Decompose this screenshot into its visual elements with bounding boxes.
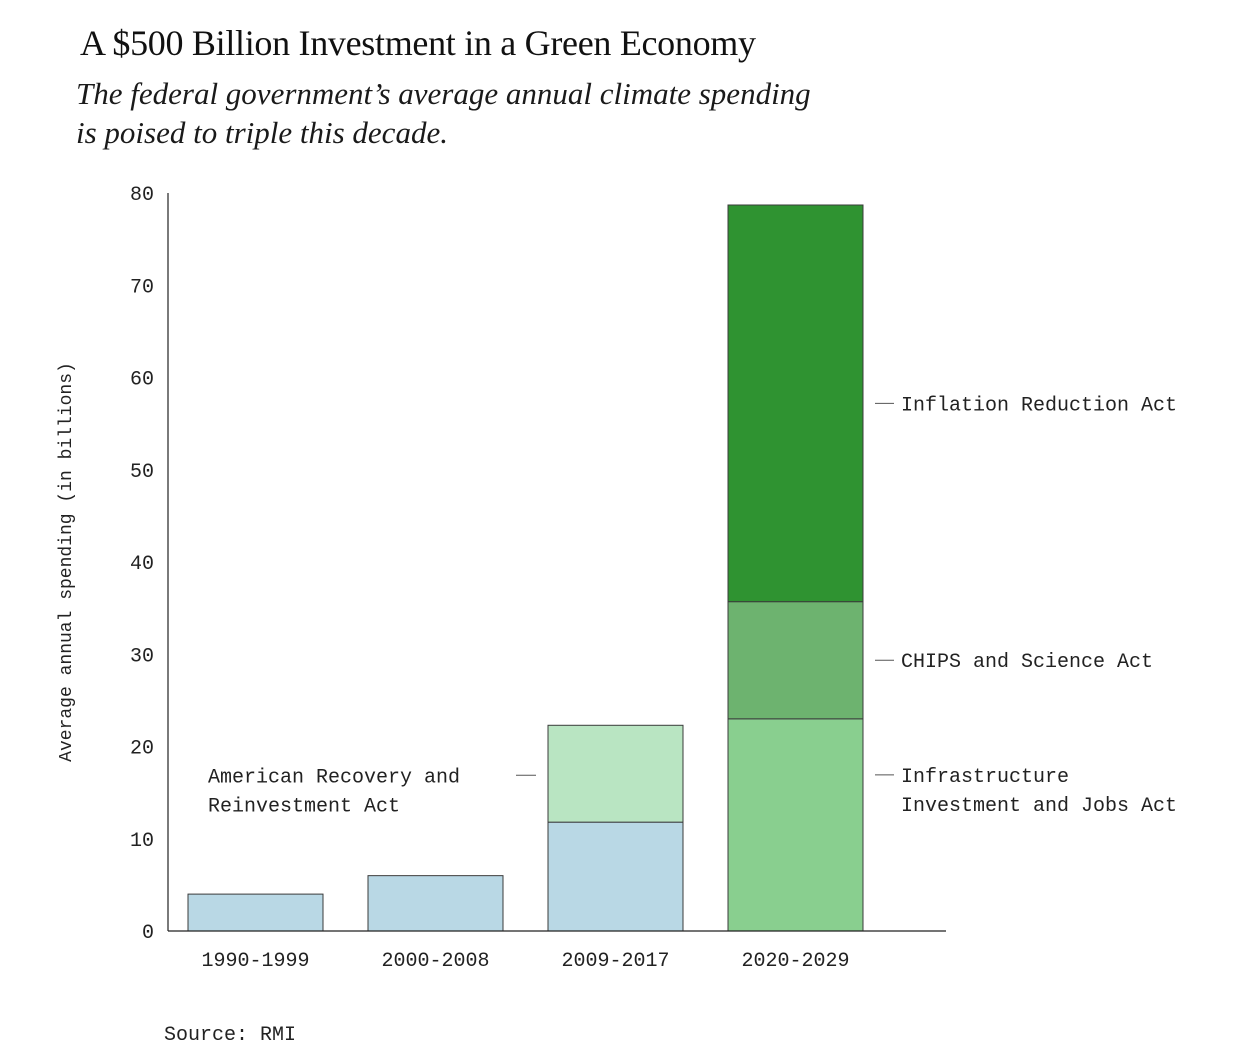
- y-tick-label: 50: [130, 461, 154, 484]
- annotation-label: Inflation Reduction Act: [901, 394, 1177, 417]
- x-tick-labels: 1990-1999 2000-2008 2009-2017 2020-2029: [201, 950, 849, 973]
- y-tick-label: 10: [130, 830, 154, 853]
- bar-arra-2009-2017: [547, 724, 684, 823]
- y-tick-label: 60: [130, 369, 154, 392]
- bar-ira-2020-2029: [727, 204, 864, 603]
- annotation-label: Reinvestment Act: [208, 795, 400, 818]
- source-note: Source: RMI: [164, 1024, 297, 1047]
- bar-base-1990-1999: [187, 893, 324, 932]
- chart-title: A $500 Billion Investment in a Green Eco…: [80, 23, 756, 63]
- y-tick-label: 30: [130, 645, 154, 668]
- bar-iija-2020-2029: [727, 718, 864, 932]
- x-tick-label: 2009-2017: [561, 950, 669, 973]
- annotation-group: American Recovery and Reinvestment Act Inf…: [208, 394, 1177, 818]
- y-tick-label: 0: [142, 922, 154, 945]
- y-tick-label: 20: [130, 738, 154, 761]
- y-tick-label: 40: [130, 553, 154, 576]
- annotation-label: CHIPS and Science Act: [901, 651, 1153, 674]
- bar-chips-2020-2029: [727, 601, 864, 720]
- annotation-label: American Recovery and: [208, 766, 460, 789]
- y-axis-label: Average annual spending (in billions): [57, 362, 77, 762]
- x-tick-label: 2020-2029: [741, 950, 849, 973]
- y-tick-label: 70: [130, 276, 154, 299]
- x-tick-label: 2000-2008: [381, 950, 489, 973]
- y-tick-label: 80: [130, 184, 154, 207]
- x-tick-label: 1990-1999: [201, 950, 309, 973]
- bar-base-2009-2017: [547, 821, 684, 932]
- bar-group: [187, 204, 864, 932]
- y-tick-labels: 0 10 20 30 40 50 60 70 80: [130, 184, 154, 945]
- bar-base-2000-2008: [367, 875, 504, 932]
- annotation-label: Investment and Jobs Act: [901, 795, 1177, 818]
- chart-subtitle: The federal government’s average annual …: [76, 76, 811, 150]
- annotation-label: Infrastructure: [901, 766, 1069, 789]
